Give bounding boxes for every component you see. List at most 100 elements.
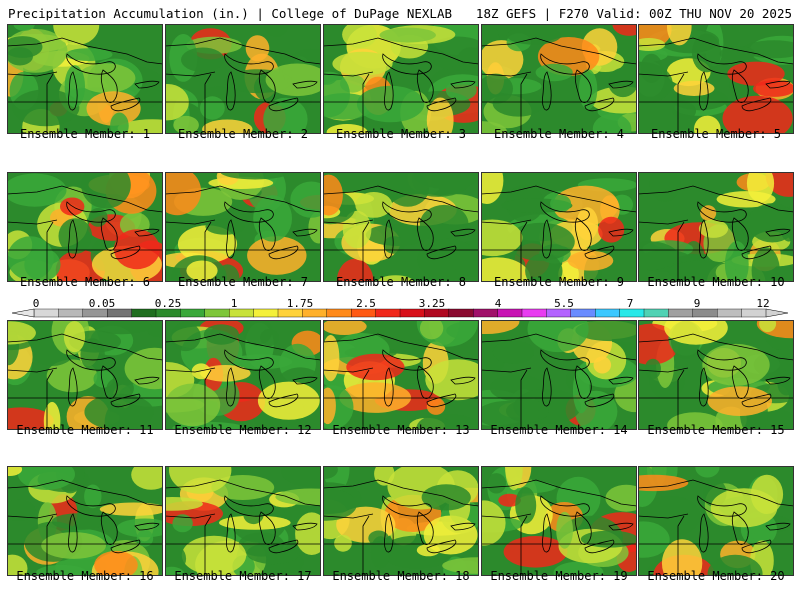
map-boundary-line: [520, 369, 528, 430]
map-boundary-line: [66, 349, 116, 371]
colorbar-segment: [131, 308, 157, 318]
map-boundary-line: [426, 539, 457, 554]
map-boundary-line: [608, 376, 634, 385]
precip-field-blob: [323, 488, 357, 521]
map-boundary-line: [68, 513, 78, 553]
map-boundary-line: [204, 515, 212, 576]
precip-field-blob: [99, 502, 163, 516]
precip-field-blob: [638, 521, 670, 558]
colorbar-segment: [619, 308, 645, 318]
precip-field-blob: [722, 95, 793, 134]
precip-field-blob: [124, 347, 163, 390]
precip-field-blob: [481, 257, 531, 282]
map-boundary-line: [323, 367, 374, 373]
ensemble-member-label: Ensemble Member: 1: [19, 127, 151, 141]
precip-field-blob: [481, 320, 520, 334]
map-boundary-line: [384, 71, 394, 111]
precipitation-map: [323, 24, 479, 134]
precip-field-blob: [181, 47, 225, 73]
precip-field-blob: [707, 386, 772, 416]
precip-field-blob: [355, 192, 393, 218]
colorbar-tick-label: 1: [230, 297, 238, 310]
precip-field-blob: [515, 487, 537, 524]
colorbar-segment: [302, 308, 328, 318]
ensemble-member-panel: [165, 172, 321, 282]
precip-field-blob: [334, 534, 352, 552]
map-boundary-line: [7, 513, 58, 519]
precipitation-map: [323, 172, 479, 282]
panel-frame: [323, 24, 479, 134]
map-boundary-line: [382, 201, 432, 223]
map-boundary-line: [584, 539, 615, 554]
chart-title: Precipitation Accumulation (in.) | Colle…: [8, 6, 453, 21]
precip-field-blob: [416, 415, 453, 430]
precip-field-blob: [356, 85, 425, 123]
map-boundary-line: [608, 80, 634, 89]
map-boundary-line: [638, 333, 794, 361]
precip-field-blob: [165, 566, 185, 576]
ensemble-member-label: Ensemble Member: 12: [174, 423, 312, 437]
precip-field-blob: [165, 497, 203, 511]
precip-field-blob: [117, 119, 163, 134]
map-boundary-line: [574, 69, 592, 103]
precip-field-blob: [243, 505, 264, 525]
map-boundary-line: [450, 522, 476, 531]
map-boundary-line: [731, 511, 749, 545]
map-boundary-line: [323, 513, 374, 519]
map-boundary-line: [574, 365, 592, 399]
precip-field-blob: [664, 320, 728, 345]
precip-field-blob: [41, 532, 106, 559]
map-boundary-line: [110, 245, 141, 260]
colorbar-left-arrow: [11, 308, 35, 318]
map-boundary-line: [226, 513, 236, 553]
precip-field-blob: [638, 241, 679, 271]
ensemble-member-panel: [7, 24, 163, 134]
precip-field-blob: [24, 248, 61, 281]
colorbar-tick-label: 0.05: [88, 297, 116, 310]
colorbar-segment: [155, 308, 181, 318]
colorbar-segment: [521, 308, 547, 318]
colorbar-segment: [497, 308, 523, 318]
panel-frame: [323, 320, 479, 430]
ensemble-member-panel: [481, 466, 637, 576]
map-boundary-line: [46, 515, 54, 576]
precipitation-map: [323, 320, 479, 430]
colorbar-segment: [717, 308, 743, 318]
precip-field-blob: [649, 172, 681, 202]
map-boundary-line: [68, 71, 78, 111]
precip-field-blob: [759, 320, 777, 333]
map-boundary-line: [638, 219, 689, 225]
map-boundary-line: [584, 393, 615, 408]
precip-field-blob: [257, 381, 320, 420]
precip-field-blob: [326, 124, 368, 134]
colorbar-tick-label: 3.25: [418, 297, 446, 310]
precip-field-blob: [220, 172, 290, 180]
map-boundary-line: [323, 71, 374, 77]
map-boundary-line: [426, 245, 457, 260]
precip-field-blob: [323, 387, 336, 425]
map-boundary-line: [384, 367, 394, 407]
colorbar-segment: [570, 308, 596, 318]
precip-field-blob: [535, 63, 573, 82]
map-boundary-line: [224, 349, 274, 371]
map-boundary-line: [66, 53, 116, 75]
precipitation-map: [7, 172, 163, 282]
precip-field-blob: [667, 412, 723, 430]
precip-field-blob: [131, 466, 163, 490]
precip-field-blob: [556, 511, 573, 549]
panel-frame: [165, 172, 321, 282]
map-boundary-line: [741, 245, 772, 260]
colorbar-tick-label: 9: [693, 297, 701, 310]
colorbar-right-arrow: [765, 308, 789, 318]
precipitation-map: [481, 24, 637, 134]
ensemble-member-panel: [481, 320, 637, 430]
ensemble-member-panel: [323, 466, 479, 576]
ensemble-member-label: Ensemble Member: 9: [493, 275, 625, 289]
map-boundary-line: [731, 217, 749, 251]
map-boundary-line: [7, 367, 58, 373]
precip-field-blob: [173, 115, 199, 134]
ensemble-member-panel: [7, 172, 163, 282]
colorbar-segment: [741, 308, 767, 318]
precip-field-blob: [170, 322, 201, 352]
ensemble-member-panel: [481, 24, 637, 134]
